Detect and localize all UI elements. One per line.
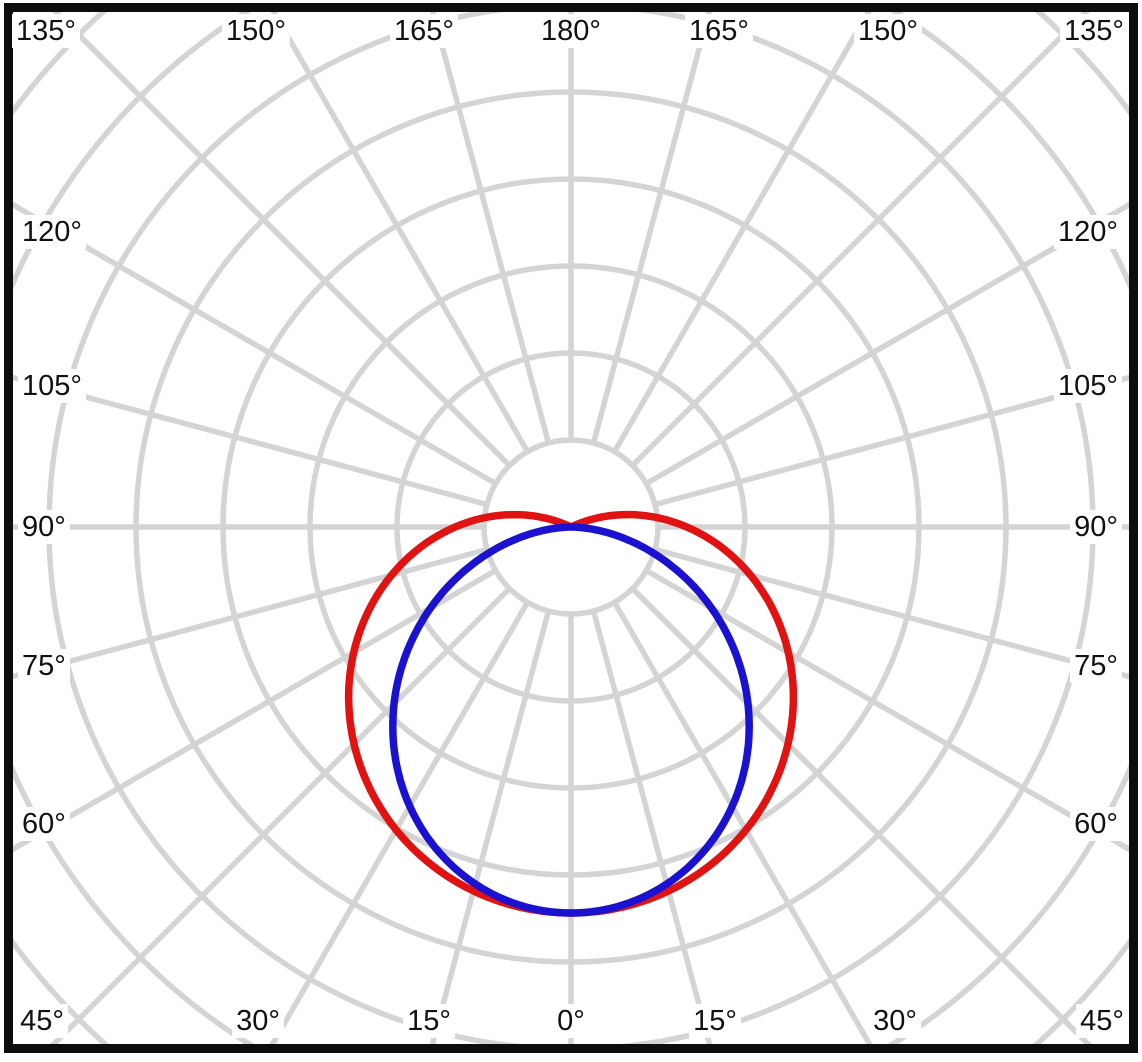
grid-radial-line — [13, 546, 488, 680]
grid-radial-line — [269, 600, 530, 1044]
grid-radial-line — [590, 610, 713, 1044]
blue-curve — [389, 523, 753, 917]
angle-label: 150° — [854, 14, 922, 48]
grid-radial-line — [590, 12, 712, 444]
angle-label: 15° — [689, 1004, 741, 1038]
angle-label: 30° — [869, 1004, 921, 1038]
grid-radial-line — [429, 610, 552, 1044]
grid-radial-line — [654, 374, 1129, 508]
angle-label: 75° — [18, 649, 70, 683]
angle-label: 60° — [1070, 807, 1122, 841]
angle-label: 15° — [403, 1004, 455, 1038]
grid-radial-line — [612, 600, 873, 1044]
angle-label: 90° — [18, 510, 70, 544]
grid-radial-line — [612, 12, 872, 454]
angle-label: 165° — [390, 14, 458, 48]
grid-radial-line — [644, 201, 1129, 486]
angle-label: 120° — [18, 215, 86, 249]
angle-label: 0° — [553, 1004, 589, 1038]
angle-label: 165° — [685, 14, 753, 48]
grid-radial-line — [644, 568, 1129, 853]
grid-radial-line — [50, 586, 512, 1044]
grid-radial-line — [430, 12, 552, 444]
angle-label: 135° — [1060, 14, 1128, 48]
angle-label: 45° — [1076, 1004, 1128, 1038]
grid-radial-line — [13, 568, 498, 853]
angle-label: 105° — [1054, 369, 1122, 403]
grid-radial-line — [13, 201, 498, 486]
grid-radial-line — [654, 546, 1129, 680]
angle-label: 75° — [1070, 649, 1122, 683]
angle-label: 30° — [232, 1004, 284, 1038]
angle-label: 120° — [1054, 215, 1122, 249]
angle-label: 135° — [12, 14, 80, 48]
angle-label: 90° — [1070, 510, 1122, 544]
angle-label: 105° — [18, 369, 86, 403]
grid-radial-line — [270, 12, 530, 454]
grid-radial-line — [13, 374, 488, 508]
angle-label: 180° — [537, 14, 605, 48]
grid-radial-line — [52, 12, 512, 468]
grid-radial-line — [630, 12, 1090, 468]
angle-label: 45° — [16, 1004, 68, 1038]
angle-label: 150° — [222, 14, 290, 48]
angle-label: 60° — [18, 807, 70, 841]
chart-frame — [4, 3, 1138, 1053]
grid-radial-line — [630, 586, 1092, 1044]
